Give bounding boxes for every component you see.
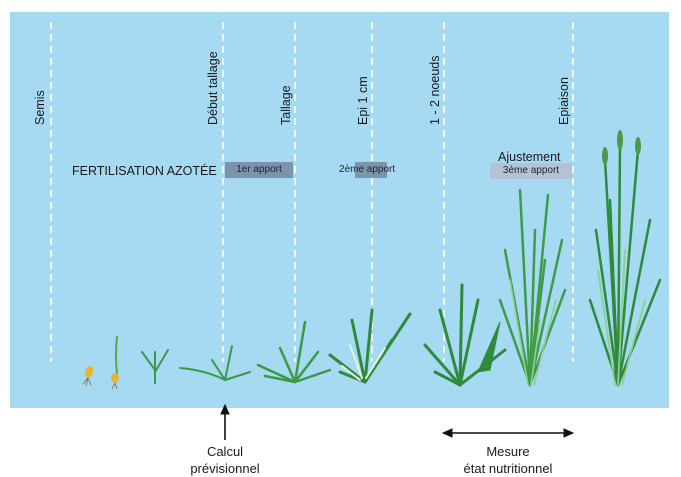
fertilisation-label: FERTILISATION AZOTÉE [72, 164, 217, 178]
sky-background [10, 12, 669, 408]
stage-label-epi: Epi 1 cm [356, 76, 370, 125]
ajustement-label: Ajustement [498, 150, 561, 164]
wheat-plant-icon [141, 130, 662, 387]
stage-lines [50, 22, 574, 362]
stage-label-epiaison: Epiaison [557, 77, 571, 125]
calcul-line1: Calcul [206, 444, 244, 459]
stage-label-tallage: Tallage [279, 85, 293, 125]
stage-label-semis: Semis [33, 90, 47, 125]
calcul-previsionnel-label: Calcul prévisionnel [180, 443, 270, 477]
mesure-etat-label: Mesure état nutritionnel [448, 443, 568, 477]
stage-label-noeuds: 1 - 2 noeuds [428, 55, 442, 126]
third-apport-box: 3ème apport [490, 163, 572, 179]
double-arrow-icon [441, 428, 575, 438]
calcul-line2: prévisionnel [190, 461, 260, 476]
arrow-up-icon [220, 403, 230, 440]
seed-icon [82, 335, 119, 390]
second-apport-box: 2ème apport [339, 162, 395, 178]
stage-label-debut-tallage: Début tallage [206, 51, 220, 125]
mesure-line1: Mesure [486, 444, 530, 459]
mesure-line2: état nutritionnel [463, 461, 553, 476]
first-apport-box: 1er apport [225, 162, 293, 178]
